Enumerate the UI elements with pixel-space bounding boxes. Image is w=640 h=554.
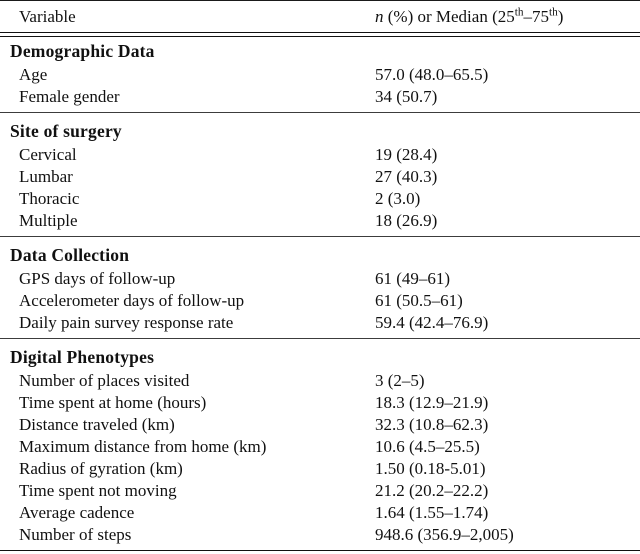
section-divider xyxy=(0,236,640,237)
table-row: Time spent at home (hours) 18.3 (12.9–21… xyxy=(0,392,640,414)
row-value: 59.4 (42.4–76.9) xyxy=(375,313,489,332)
section-demographic-data: Demographic Data Age 57.0 (48.0–65.5) Fe… xyxy=(0,37,640,112)
row-value: 3 (2–5) xyxy=(375,371,425,390)
row-label: Accelerometer days of follow-up xyxy=(19,291,245,310)
table-row: Daily pain survey response rate 59.4 (42… xyxy=(0,312,640,334)
header-double-rule xyxy=(0,32,640,37)
row-value: 32.3 (10.8–62.3) xyxy=(375,415,489,434)
row-value: 61 (50.5–61) xyxy=(375,291,463,310)
row-label: Time spent at home (hours) xyxy=(19,393,207,412)
section-site-of-surgery: Site of surgery Cervical 19 (28.4) Lumba… xyxy=(0,113,640,236)
table-row: Lumbar 27 (40.3) xyxy=(0,166,640,188)
row-value: 1.64 (1.55–1.74) xyxy=(375,503,489,522)
header-value-dash: –75 xyxy=(523,6,549,26)
row-label: GPS days of follow-up xyxy=(19,269,176,288)
section-data-collection: Data Collection GPS days of follow-up 61… xyxy=(0,237,640,338)
row-value: 2 (3.0) xyxy=(375,189,421,208)
row-label: Radius of gyration (km) xyxy=(19,459,183,478)
table-row: Radius of gyration (km) 1.50 (0.18-5.01) xyxy=(0,458,640,480)
math-n-symbol: n xyxy=(375,6,384,26)
row-label: Daily pain survey response rate xyxy=(19,313,234,332)
top-rule xyxy=(0,0,640,1)
row-label: Age xyxy=(19,65,48,84)
column-header-value: n (%) or Median (25th–75th) xyxy=(375,5,640,27)
section-divider xyxy=(0,338,640,339)
header-value-text: (%) or Median (25 xyxy=(383,6,515,26)
row-label: Cervical xyxy=(19,145,77,164)
section-header: Site of surgery xyxy=(10,121,122,141)
table-row: Thoracic 2 (3.0) xyxy=(0,188,640,210)
table-row: Number of steps 948.6 (356.9–2,005) xyxy=(0,524,640,546)
row-label: Female gender xyxy=(19,87,120,106)
row-label: Time spent not moving xyxy=(19,481,177,500)
table-row: Average cadence 1.64 (1.55–1.74) xyxy=(0,502,640,524)
row-label: Lumbar xyxy=(19,167,73,186)
row-label: Maximum distance from home (km) xyxy=(19,437,267,456)
row-label: Distance traveled (km) xyxy=(19,415,175,434)
bottom-double-rule xyxy=(0,550,640,554)
row-label: Number of places visited xyxy=(19,371,190,390)
row-value: 948.6 (356.9–2,005) xyxy=(375,525,514,544)
table-row: Time spent not moving 21.2 (20.2–22.2) xyxy=(0,480,640,502)
table-row: Multiple 18 (26.9) xyxy=(0,210,640,232)
section-header: Data Collection xyxy=(10,245,130,265)
table-row: Female gender 34 (50.7) xyxy=(0,86,640,108)
table-row: Cervical 19 (28.4) xyxy=(0,144,640,166)
row-label: Thoracic xyxy=(19,189,80,208)
superscript-th: th xyxy=(514,5,524,18)
row-value: 61 (49–61) xyxy=(375,269,451,288)
table-row: Maximum distance from home (km) 10.6 (4.… xyxy=(0,436,640,458)
row-value: 21.2 (20.2–22.2) xyxy=(375,481,489,500)
superscript-th: th xyxy=(548,5,558,18)
row-value: 19 (28.4) xyxy=(375,145,438,164)
section-header: Demographic Data xyxy=(10,41,155,61)
table-row: GPS days of follow-up 61 (49–61) xyxy=(0,268,640,290)
header-value-close: ) xyxy=(557,6,564,26)
table-row: Age 57.0 (48.0–65.5) xyxy=(0,64,640,86)
section-divider xyxy=(0,112,640,113)
table-row: Accelerometer days of follow-up 61 (50.5… xyxy=(0,290,640,312)
row-value: 27 (40.3) xyxy=(375,167,438,186)
row-value: 34 (50.7) xyxy=(375,87,438,106)
row-label: Multiple xyxy=(19,211,78,230)
row-value: 10.6 (4.5–25.5) xyxy=(375,437,480,456)
table-header-row: Variable n (%) or Median (25th–75th) xyxy=(0,1,640,32)
row-value: 18 (26.9) xyxy=(375,211,438,230)
table-row: Distance traveled (km) 32.3 (10.8–62.3) xyxy=(0,414,640,436)
section-header: Digital Phenotypes xyxy=(10,347,155,367)
section-digital-phenotypes: Digital Phenotypes Number of places visi… xyxy=(0,339,640,550)
column-header-variable: Variable xyxy=(19,6,76,26)
row-label: Average cadence xyxy=(19,503,135,522)
table-row: Number of places visited 3 (2–5) xyxy=(0,370,640,392)
row-value: 18.3 (12.9–21.9) xyxy=(375,393,489,412)
row-label: Number of steps xyxy=(19,525,132,544)
row-value: 57.0 (48.0–65.5) xyxy=(375,65,489,84)
row-value: 1.50 (0.18-5.01) xyxy=(375,459,486,478)
